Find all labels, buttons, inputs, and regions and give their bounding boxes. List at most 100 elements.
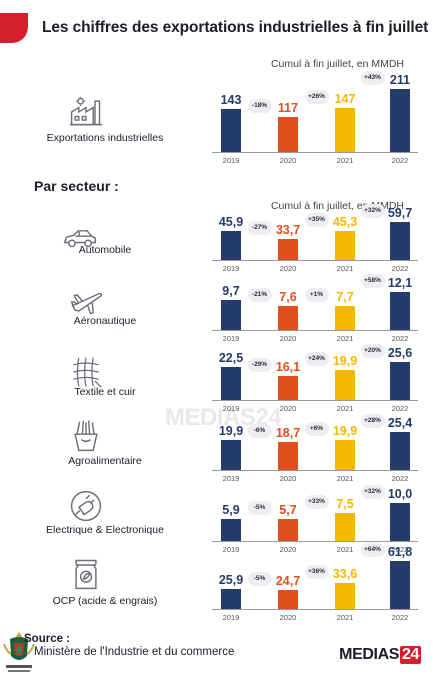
chart-baseline bbox=[212, 541, 418, 542]
red-corner-tab bbox=[0, 13, 28, 43]
value-label-2022: 10,0 bbox=[387, 487, 413, 501]
value-label-2021: 19,9 bbox=[332, 354, 358, 369]
logo-brand: MEDIAS bbox=[339, 646, 399, 663]
value-label-2021: 33,6 bbox=[332, 566, 358, 581]
year-label-2020: 2020 bbox=[279, 474, 297, 483]
change-badge: +64% bbox=[360, 543, 385, 557]
year-label-2020: 2020 bbox=[279, 264, 297, 273]
royal-emblem-icon bbox=[3, 632, 35, 672]
bar-2020 bbox=[278, 117, 298, 152]
row-label: Electrique & Electronique bbox=[46, 524, 164, 536]
change-badge: +26% bbox=[304, 90, 329, 105]
change-badge: -29% bbox=[247, 358, 272, 373]
change-badge: +35% bbox=[304, 213, 329, 228]
chart-baseline bbox=[212, 470, 418, 471]
chart-baseline bbox=[212, 400, 418, 401]
value-label-2020: 7,6 bbox=[279, 290, 297, 305]
value-label-2020: 5,7 bbox=[279, 503, 297, 518]
year-label-2019: 2019 bbox=[222, 264, 240, 273]
year-label-2020: 2020 bbox=[279, 334, 297, 343]
year-label-2021: 2021 bbox=[336, 474, 354, 483]
value-label-2020: 16,1 bbox=[275, 360, 301, 375]
bar-2022 bbox=[390, 561, 410, 609]
bar-2021 bbox=[335, 582, 355, 609]
change-badge: -5% bbox=[247, 501, 272, 516]
bar-2020 bbox=[278, 589, 298, 609]
row-label: Automobile bbox=[78, 244, 132, 256]
bar-2019 bbox=[221, 299, 241, 330]
change-badge: -6% bbox=[247, 424, 272, 439]
year-label-2021: 2021 bbox=[336, 156, 354, 165]
row-label: Aéronautique bbox=[73, 315, 137, 327]
chart-baseline bbox=[212, 260, 418, 261]
plug-icon bbox=[66, 486, 106, 526]
value-label-2020: 24,7 bbox=[275, 573, 301, 588]
bar-2021 bbox=[335, 231, 355, 260]
value-label-2021: 45,3 bbox=[332, 215, 358, 230]
year-label-2021: 2021 bbox=[336, 264, 354, 273]
year-label-2020: 2020 bbox=[279, 156, 297, 165]
chart-baseline bbox=[212, 609, 418, 610]
bar-2020 bbox=[278, 238, 298, 260]
bar-2019 bbox=[221, 109, 241, 152]
year-label-2021: 2021 bbox=[336, 334, 354, 343]
year-label-2021: 2021 bbox=[336, 613, 354, 622]
year-label-2019: 2019 bbox=[222, 156, 240, 165]
value-label-2019: 9,7 bbox=[222, 283, 240, 298]
year-label-2019: 2019 bbox=[222, 545, 240, 554]
year-label-2022: 2022 bbox=[391, 474, 409, 483]
bar-2019 bbox=[221, 230, 241, 260]
row-label: Agroalimentaire bbox=[68, 455, 142, 467]
value-label-2019: 19,9 bbox=[218, 424, 244, 439]
chart-baseline bbox=[212, 330, 418, 331]
bar-2021 bbox=[335, 512, 355, 541]
source-title: Source : bbox=[24, 633, 71, 645]
bar-2022 bbox=[390, 503, 410, 541]
bar-2022 bbox=[390, 89, 410, 152]
change-badge: +33% bbox=[304, 494, 329, 509]
bar-2022 bbox=[390, 292, 410, 330]
bar-2021 bbox=[335, 108, 355, 152]
year-label-2022: 2022 bbox=[391, 334, 409, 343]
change-badge: +58% bbox=[360, 274, 385, 288]
value-label-2022: 25,6 bbox=[387, 346, 413, 360]
year-label-2019: 2019 bbox=[222, 613, 240, 622]
bar-2022 bbox=[390, 432, 410, 470]
bar-2021 bbox=[335, 305, 355, 330]
year-label-2021: 2021 bbox=[336, 545, 354, 554]
value-label-2022: 61,8 bbox=[387, 545, 413, 559]
year-label-2019: 2019 bbox=[222, 404, 240, 413]
value-label-2022: 25,4 bbox=[387, 416, 413, 430]
subtitle-top: Cumul à fin juillet, en MMDH bbox=[270, 58, 404, 70]
bar-2019 bbox=[221, 518, 241, 541]
bar-2021 bbox=[335, 370, 355, 400]
bar-2019 bbox=[221, 440, 241, 470]
factory-icon bbox=[66, 92, 106, 132]
fries-icon bbox=[66, 416, 106, 456]
value-label-2022: 211 bbox=[389, 73, 411, 87]
change-badge: -27% bbox=[247, 220, 272, 235]
change-badge: +20% bbox=[360, 344, 385, 358]
change-badge: +6% bbox=[304, 422, 329, 437]
change-badge: +32% bbox=[360, 485, 385, 499]
year-label-2020: 2020 bbox=[279, 613, 297, 622]
year-label-2020: 2020 bbox=[279, 545, 297, 554]
change-badge: +28% bbox=[360, 414, 385, 428]
year-label-2022: 2022 bbox=[391, 156, 409, 165]
value-label-2021: 19,9 bbox=[332, 424, 358, 439]
fertilizer-bag-icon bbox=[66, 554, 106, 594]
bar-2020 bbox=[278, 519, 298, 541]
source-text: Ministère de l'Industrie et du commerce bbox=[34, 646, 235, 658]
car-icon bbox=[60, 218, 100, 258]
bar-2019 bbox=[221, 366, 241, 400]
value-label-2019: 143 bbox=[220, 93, 242, 108]
airplane-icon bbox=[66, 282, 106, 322]
logo-number: 24 bbox=[400, 646, 421, 664]
bar-2020 bbox=[278, 376, 298, 400]
bar-2020 bbox=[278, 306, 298, 330]
value-label-2020: 33,7 bbox=[275, 222, 301, 237]
year-label-2022: 2022 bbox=[391, 404, 409, 413]
value-label-2019: 45,9 bbox=[218, 214, 244, 229]
year-label-2021: 2021 bbox=[336, 404, 354, 413]
value-label-2020: 18,7 bbox=[275, 426, 301, 441]
